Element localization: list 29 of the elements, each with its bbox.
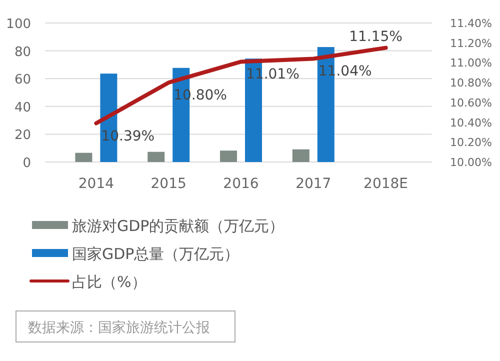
y-tick-label: 80: [14, 44, 31, 60]
x-tick-label: 2018E: [364, 176, 408, 192]
y2-tick-label: 10.60%: [450, 96, 492, 110]
bar: [292, 149, 310, 162]
bar: [220, 150, 237, 162]
y-tick-label: 60: [14, 72, 31, 88]
x-tick-label: 2016: [223, 176, 259, 192]
data-label: 11.15%: [349, 28, 402, 45]
y2-tick-label: 10.80%: [450, 76, 492, 90]
y2-tick-label: 10.40%: [450, 116, 492, 130]
x-tick-label: 2015: [150, 176, 186, 192]
bar: [75, 152, 92, 162]
y2-tick-label: 10.20%: [450, 136, 492, 150]
bar: [148, 152, 165, 162]
y2-tick-label: 11.40%: [450, 17, 492, 30]
y2-tick-label: 10.00%: [450, 156, 492, 169]
y2-tick-label: 11.00%: [450, 56, 492, 70]
legend-label: 旅游对GDP的贡献额（万亿元）: [72, 217, 284, 235]
line-series: [94, 46, 388, 126]
y-tick-label: 0: [22, 156, 31, 171]
source-note: 数据来源：国家旅游统计公报: [28, 320, 210, 336]
y-tick-label: 40: [14, 100, 31, 116]
legend-label: 国家GDP总量（万亿元）: [72, 245, 240, 263]
legend-label: 占比（%）: [72, 273, 146, 291]
y-tick-label: 100: [6, 17, 31, 32]
y2-tick-label: 11.20%: [450, 36, 492, 50]
x-tick-label: 2017: [296, 176, 332, 192]
y-tick-label: 20: [14, 128, 31, 144]
x-tick-label: 2014: [78, 176, 114, 192]
